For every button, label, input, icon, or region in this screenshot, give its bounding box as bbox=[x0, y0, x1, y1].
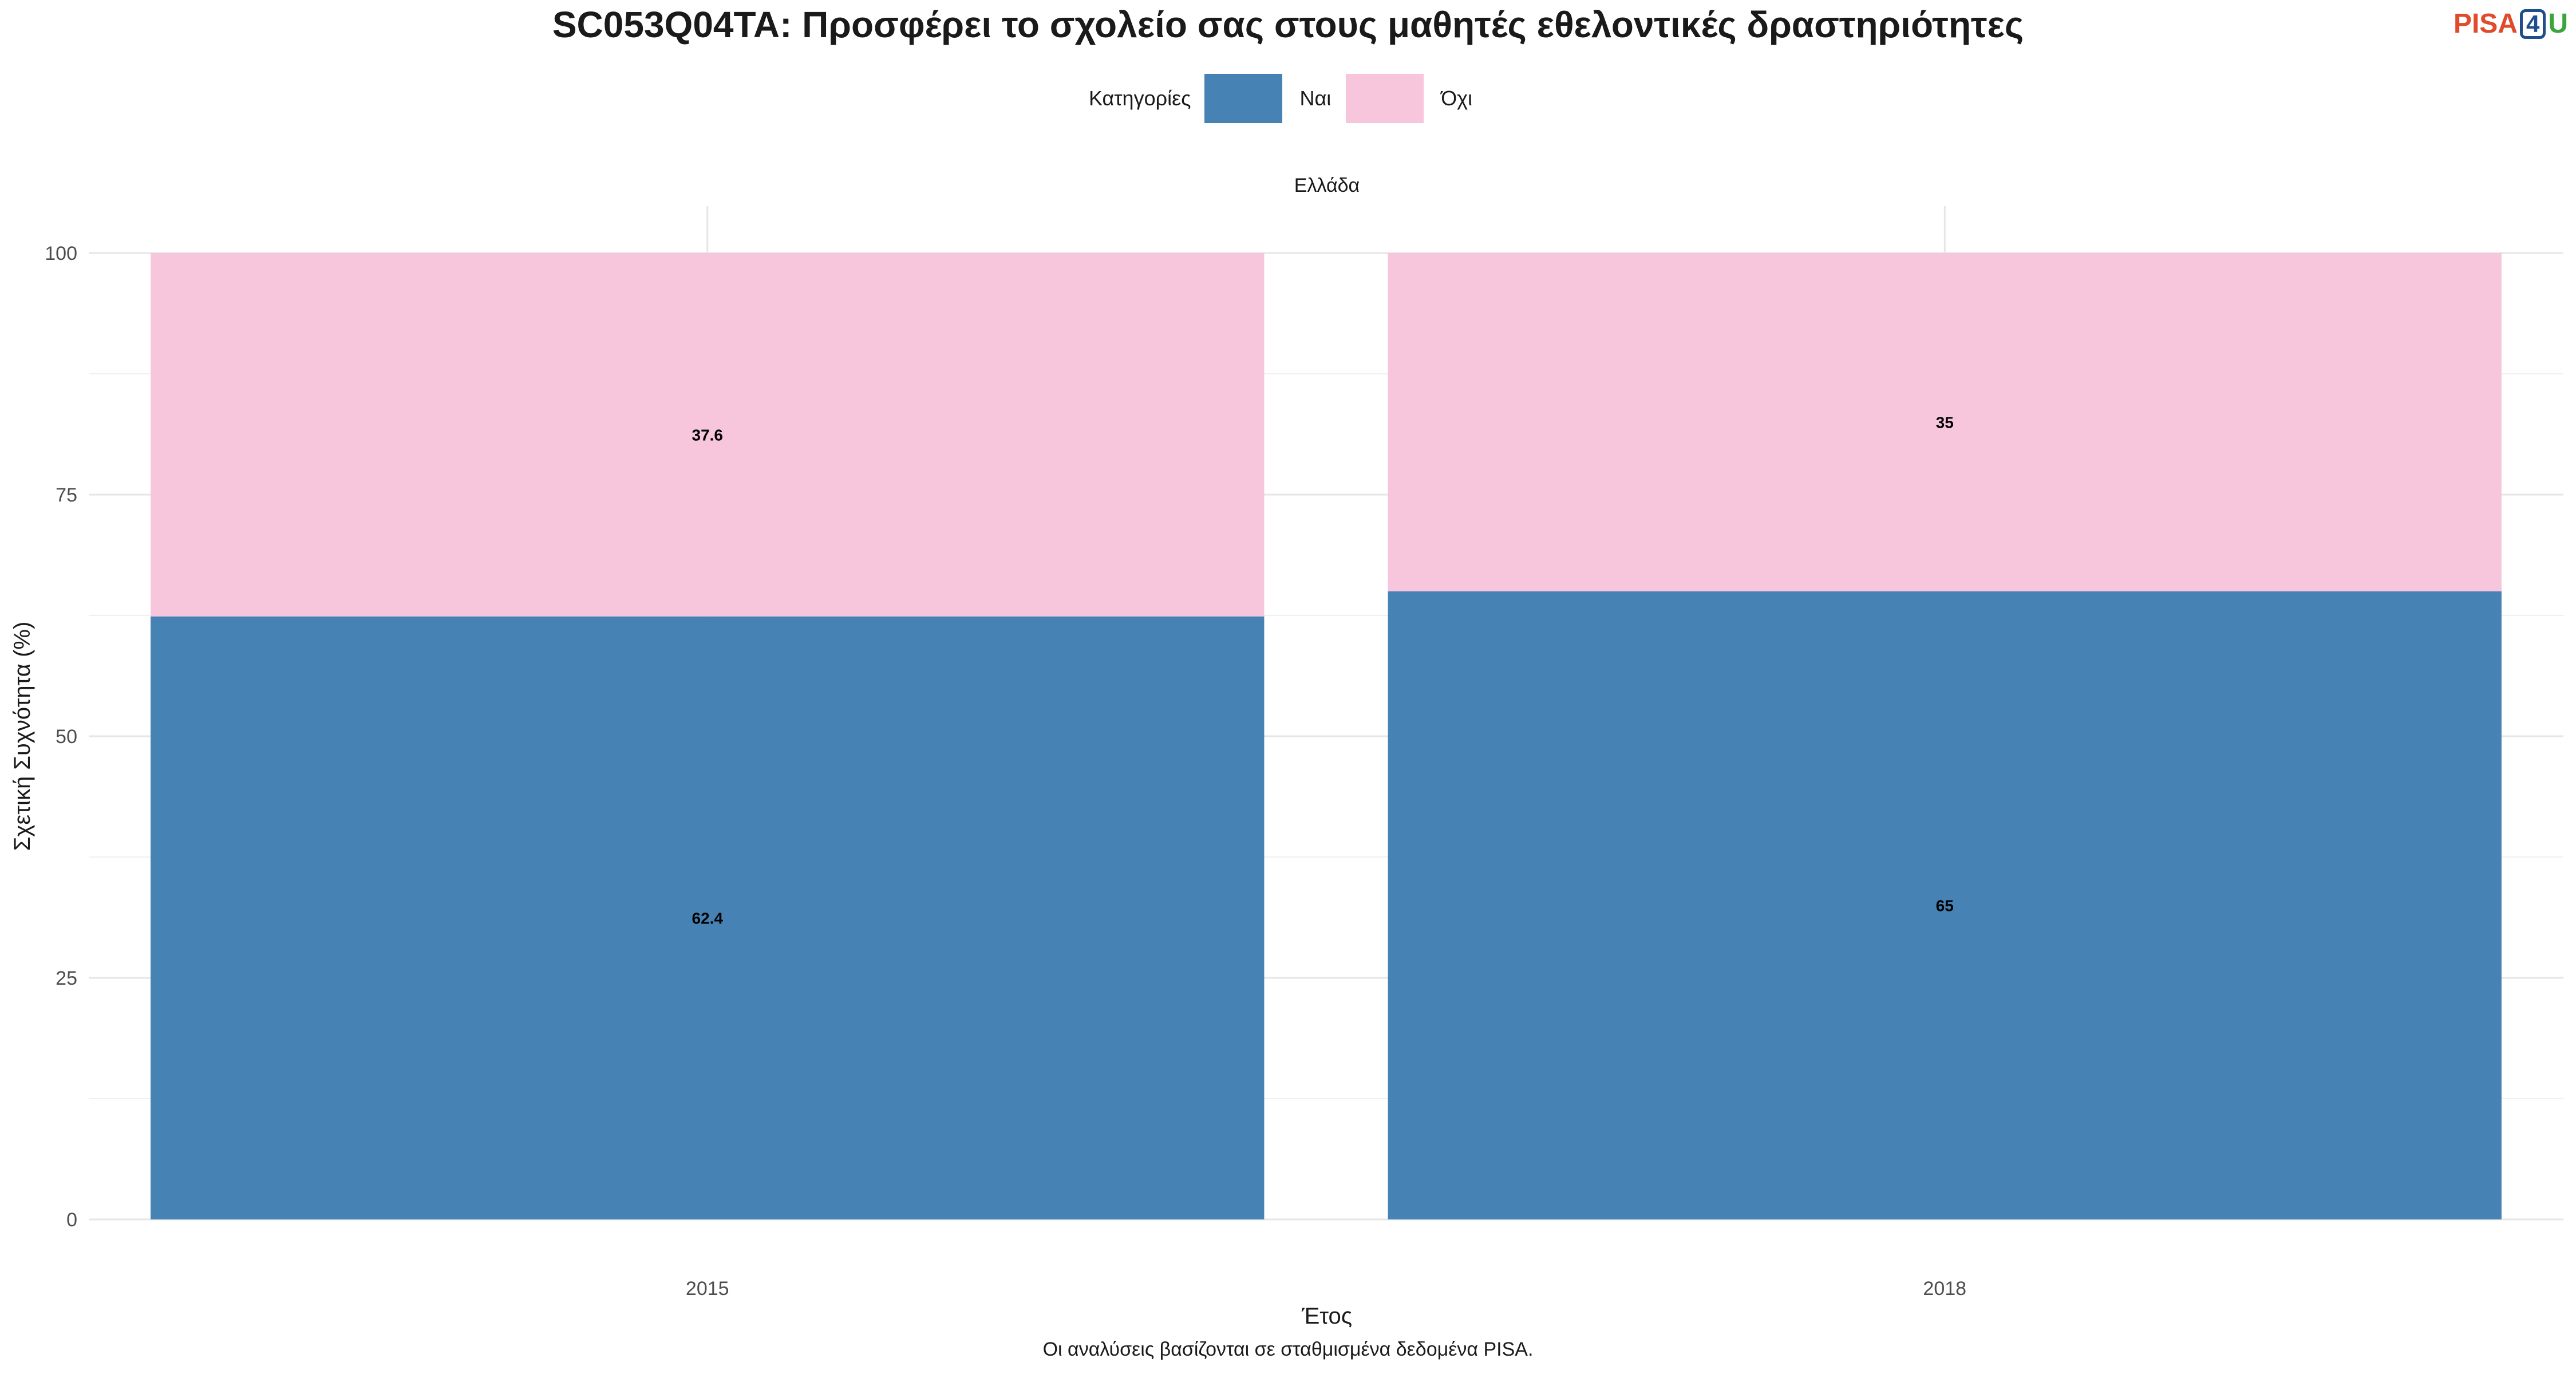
legend-item-yes: Ναι bbox=[1204, 74, 1331, 123]
logo-pisa-text: PISA bbox=[2453, 9, 2518, 39]
bar-yes bbox=[151, 616, 1265, 1219]
legend-label-no: Όχι bbox=[1441, 86, 1473, 110]
bar-no bbox=[1388, 253, 2502, 591]
legend: Κατηγορίες Ναι Όχι bbox=[0, 72, 2576, 125]
y-tick-label: 25 bbox=[56, 968, 77, 989]
chart-title: SC053Q04TA: Προσφέρει το σχολείο σας στο… bbox=[552, 4, 2024, 45]
x-tick-label: 2015 bbox=[686, 1278, 729, 1300]
legend-key-yes bbox=[1204, 74, 1283, 123]
y-tick-label: 0 bbox=[66, 1209, 77, 1231]
x-tick-label: 2018 bbox=[1923, 1278, 1966, 1300]
data-label: 62.4 bbox=[692, 909, 724, 927]
data-label: 35 bbox=[1936, 413, 1954, 431]
bar-no bbox=[151, 253, 1265, 617]
legend-label-yes: Ναι bbox=[1299, 86, 1332, 110]
data-label: 65 bbox=[1936, 897, 1954, 914]
legend-key-no bbox=[1346, 74, 1424, 123]
caption: Οι αναλύσεις βασίζονται σε σταθμισμένα δ… bbox=[1042, 1339, 1534, 1360]
logo-four-text: 4 bbox=[2519, 9, 2546, 39]
x-axis-title: Έτος bbox=[1301, 1304, 1352, 1329]
facet-strip-label: Ελλάδα bbox=[1294, 175, 1360, 196]
y-tick-label: 100 bbox=[45, 243, 77, 264]
bar-yes bbox=[1388, 591, 2502, 1219]
legend-item-no: Όχι bbox=[1346, 74, 1472, 123]
y-axis-title: Σχετική Συχνότητα (%) bbox=[10, 622, 35, 851]
logo-u-text: U bbox=[2548, 9, 2568, 39]
legend-title: Κατηγορίες bbox=[1088, 86, 1191, 110]
data-label: 37.6 bbox=[692, 426, 724, 444]
y-tick-label: 50 bbox=[56, 726, 77, 748]
y-tick-label: 75 bbox=[56, 484, 77, 506]
pisa4u-logo: PISA 4 U bbox=[2453, 8, 2568, 40]
